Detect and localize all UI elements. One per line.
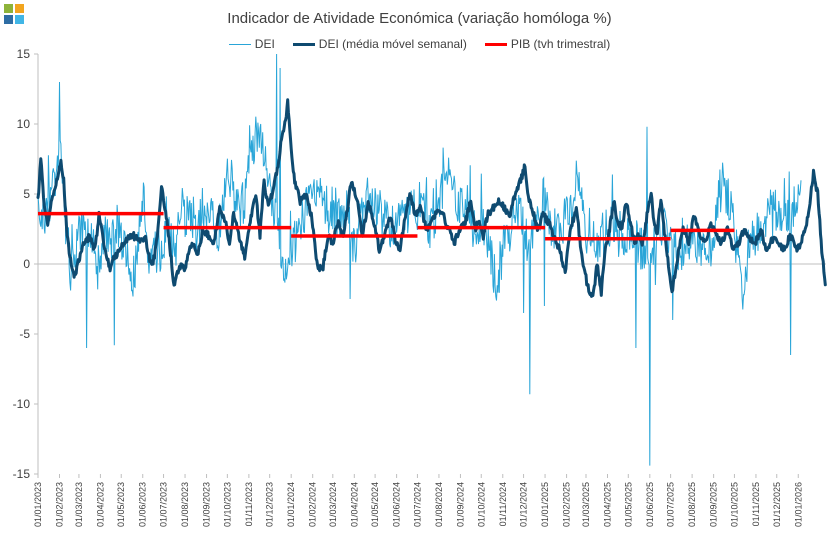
x-tick-label: 01/05/2025	[623, 482, 633, 527]
series-pib	[38, 211, 735, 241]
x-tick-label: 01/07/2024	[412, 482, 422, 527]
x-tick-label: 01/07/2025	[666, 482, 676, 527]
legend-item-dei: DEI	[228, 37, 275, 51]
legend-label-dei-moving-average: DEI (média móvel semanal)	[318, 37, 467, 51]
x-tick-label: 01/01/2026	[793, 482, 803, 527]
x-tick-label: 01/08/2025	[687, 482, 697, 527]
x-tick-label: 01/01/2024	[286, 482, 296, 527]
y-tick-label: -10	[13, 397, 31, 411]
legend-swatch-pib	[484, 42, 507, 46]
x-tick-label: 01/05/2024	[370, 482, 380, 527]
x-tick-label: 01/09/2023	[202, 482, 212, 527]
x-tick-label: 01/03/2024	[328, 482, 338, 527]
legend-label-pib: PIB (tvh trimestral)	[510, 37, 611, 51]
x-tick-label: 01/07/2023	[159, 482, 169, 527]
legend-item-dei-moving-average: DEI (média móvel semanal)	[292, 37, 467, 51]
x-tick-label: 01/01/2025	[540, 482, 550, 527]
x-tick-label: 01/11/2024	[498, 482, 508, 526]
x-tick-label: 01/08/2023	[180, 482, 190, 527]
x-tick-label: 01/06/2023	[138, 482, 148, 527]
x-tick-label: 01/10/2023	[222, 482, 232, 527]
logo-square-bottom-left	[4, 15, 13, 24]
y-tick-label: -5	[19, 327, 30, 341]
logo	[4, 4, 24, 24]
x-tick-label: 01/02/2023	[55, 482, 65, 527]
y-tick-label: 10	[17, 117, 31, 131]
y-tick-label: 0	[23, 257, 30, 271]
x-tick-label: 01/04/2024	[349, 482, 359, 527]
y-tick-label: -15	[13, 467, 31, 481]
x-tick-label: 01/01/2023	[33, 482, 43, 527]
x-tick-label: 01/10/2025	[729, 482, 739, 527]
x-tick-label: 01/12/2024	[519, 482, 529, 527]
x-tick-label: 01/11/2023	[244, 482, 254, 526]
x-tick-label: 01/06/2025	[645, 482, 655, 527]
y-tick-label: 5	[23, 187, 30, 201]
x-tick-label: 01/02/2025	[562, 482, 572, 527]
x-tick-label: 01/09/2024	[455, 482, 465, 527]
logo-square-top-right	[15, 4, 24, 13]
y-tick-label: 15	[17, 47, 31, 61]
x-tick-label: 01/10/2024	[476, 482, 486, 527]
x-tick-label: 01/03/2023	[74, 482, 84, 527]
x-tick-label: 01/04/2025	[602, 482, 612, 527]
x-tick-label: 01/04/2023	[95, 482, 105, 527]
x-tick-label: 01/05/2023	[116, 482, 126, 527]
legend-swatch-dei-moving-average	[292, 42, 315, 46]
x-tick-label: 01/03/2025	[581, 482, 591, 527]
legend-label-dei: DEI	[254, 37, 275, 51]
logo-square-bottom-right	[15, 15, 24, 24]
x-tick-label: 01/08/2024	[434, 482, 444, 527]
x-tick-label: 01/12/2025	[772, 482, 782, 527]
x-tick-label: 01/11/2025	[751, 482, 761, 526]
legend-swatch-dei	[228, 43, 251, 45]
chart-title: Indicador de Atividade Económica (variaç…	[227, 10, 612, 27]
x-tick-label: 01/09/2025	[709, 482, 719, 527]
logo-square-top-left	[4, 4, 13, 13]
series-dei-moving-average	[36, 98, 827, 298]
x-tick-label: 01/12/2023	[265, 482, 275, 527]
x-tick-label: 01/06/2024	[392, 482, 402, 527]
legend-item-pib: PIB (tvh trimestral)	[484, 37, 611, 51]
x-tick-label: 01/02/2024	[308, 482, 318, 527]
legend: DEI DEI (média móvel semanal) PIB (tvh t…	[0, 37, 839, 51]
series-line-dei-moving-average	[36, 98, 827, 298]
